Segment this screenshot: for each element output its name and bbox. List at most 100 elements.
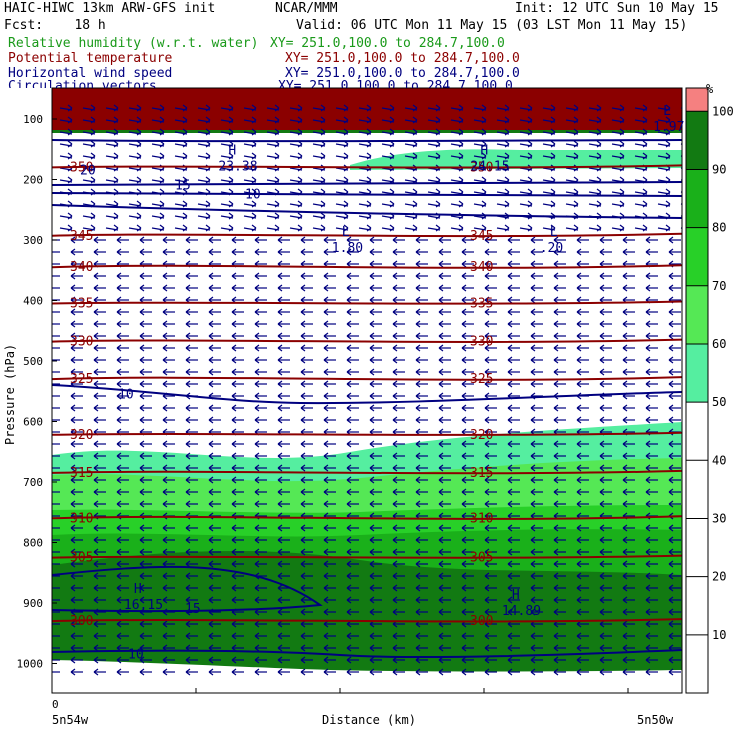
wind-vector-head [599, 344, 605, 352]
wind-vector-head [185, 476, 191, 484]
wind-vector-head [392, 572, 398, 580]
wind-vector-head [530, 272, 536, 280]
wind-vector-head [231, 524, 237, 532]
wind-vector-head [553, 248, 559, 256]
wind-vector-head [52, 237, 53, 243]
wind-vector-head [665, 152, 671, 160]
wind-vector-head [507, 320, 513, 328]
wind-vector-head [668, 392, 674, 400]
wind-vector-head [254, 452, 260, 460]
wind-vector-head [277, 668, 283, 676]
wind-vector-head [52, 525, 53, 531]
wind-vector-head [645, 380, 651, 388]
y-tick-label: 600 [23, 416, 43, 429]
wind-vector-head [67, 128, 73, 136]
legend-theta-xy: XY= 251.0,100.0 to 284.7,100.0 [285, 51, 520, 66]
wind-vector-head [52, 501, 53, 507]
wind-vector-head [412, 200, 418, 208]
wind-vector-head [208, 332, 214, 340]
wind-vector-head [599, 356, 605, 364]
wind-vector-head [415, 236, 421, 244]
wind-vector-head [576, 488, 582, 496]
colorbar-tick-label: 80 [712, 221, 726, 235]
wind-vector-head [596, 128, 602, 136]
wind-vector-head [52, 297, 53, 303]
wind-vector-head [596, 104, 602, 112]
wind-vector-head [484, 536, 490, 544]
wind-vector-head [530, 404, 536, 412]
wind-vector-head [530, 632, 536, 640]
wind-vector-head [438, 260, 444, 268]
wind-vector-head [208, 560, 214, 568]
wind-vector-head [113, 224, 119, 232]
y-tick-label: 200 [23, 174, 43, 187]
wind-vector-head [274, 128, 280, 136]
wind-vector-head [52, 453, 53, 459]
y-tick-label: 400 [23, 295, 43, 308]
wind-vector-head [162, 332, 168, 340]
wind-vector-head [438, 248, 444, 256]
wind-vector-head [484, 476, 490, 484]
y-tick-label: 100 [23, 113, 43, 126]
wind-vector-head [52, 393, 53, 399]
wind-vector-head [504, 224, 510, 232]
wind-vector-head [484, 560, 490, 568]
wind-vector-head [277, 416, 283, 424]
wind-vector-head [70, 236, 76, 244]
wind-vector-head [52, 549, 53, 555]
wind-vector-head [70, 548, 76, 556]
wind-vector-head [369, 452, 375, 460]
wind-vector-head [300, 440, 306, 448]
wind-vector-head [438, 596, 444, 604]
wind-vector-head [389, 224, 395, 232]
wind-vector-head [139, 380, 145, 388]
theta-contour-label: 320 [470, 428, 493, 443]
wind-vector-head [208, 452, 214, 460]
colorbar-swatch [686, 285, 708, 344]
wind-vector-head [645, 404, 651, 412]
wind-vector-head [93, 380, 99, 388]
wind-vector-head [277, 368, 283, 376]
wind-vector-head [277, 560, 283, 568]
wind-vector-head [205, 176, 211, 184]
wind-vector-head [300, 596, 306, 604]
wind-vector-head [93, 560, 99, 568]
wind-vector-head [576, 308, 582, 316]
header-valid-time: Valid: 06 UTC Mon 11 May 15 (03 LST Mon … [296, 18, 688, 33]
wind-vector-head [300, 644, 306, 652]
wind-vector-head [185, 620, 191, 628]
wind-vector-head [159, 116, 165, 124]
wind-vector-head [622, 356, 628, 364]
wind-vector-head [139, 320, 145, 328]
legend-rh-xy: XY= 251.0,100.0 to 284.7,100.0 [270, 36, 505, 51]
wind-vector-head [70, 656, 76, 664]
wind-vector-head [622, 476, 628, 484]
wind-vector-head [369, 332, 375, 340]
wind-vector-head [645, 344, 651, 352]
wind-vector-head [185, 332, 191, 340]
wind-vector-head [415, 320, 421, 328]
wind-vector-head [254, 416, 260, 424]
theta-contour-label: 340 [70, 260, 93, 275]
wind-vector-head [461, 632, 467, 640]
wind-vector-head [297, 116, 303, 124]
wind-vector-head [182, 128, 188, 136]
wind-vector-head [668, 380, 674, 388]
wind-vector-head [415, 596, 421, 604]
header-init-time: Init: 12 UTC Sun 10 May 15 [515, 1, 719, 16]
wind-vector-head [619, 104, 625, 112]
wind-vector-head [461, 236, 467, 244]
wind-vector-head [254, 548, 260, 556]
wind-vector-head [622, 620, 628, 628]
wind-vector-head [366, 116, 372, 124]
wind-vector-head [458, 128, 464, 136]
wind-vector-head [323, 488, 329, 496]
wind-vector-head [162, 320, 168, 328]
wind-vector-head [162, 476, 168, 484]
wind-vector-head [67, 116, 73, 124]
wind-vector-head [622, 500, 628, 508]
wind-vector-head [254, 284, 260, 292]
wind-vector-head [323, 596, 329, 604]
wind-vector-head [645, 632, 651, 640]
